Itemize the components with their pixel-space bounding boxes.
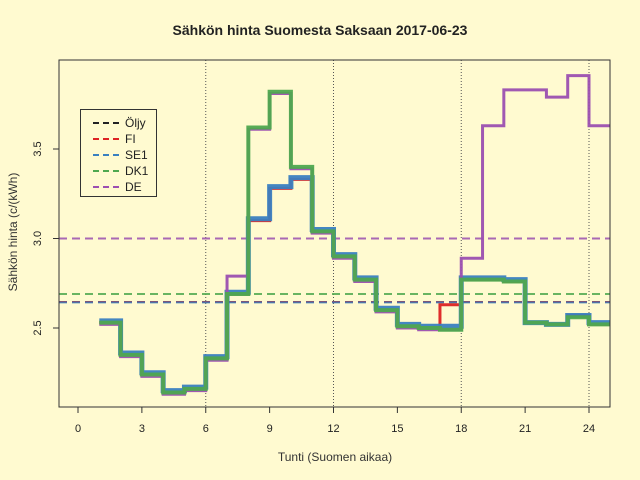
legend-label: FI <box>125 132 136 146</box>
x-tick-label: 18 <box>455 423 467 435</box>
legend-label: SE1 <box>125 148 148 162</box>
chart-legend: Öljy FI SE1 DK1 DE <box>80 109 157 197</box>
legend-swatch <box>93 122 119 124</box>
y-tick-label: 3.5 <box>32 141 44 156</box>
legend-item-oljy: Öljy <box>81 116 156 130</box>
legend-item-se1: SE1 <box>81 148 156 162</box>
legend-item-dk1: DK1 <box>81 164 156 178</box>
x-tick-label: 24 <box>583 423 595 435</box>
legend-label: Öljy <box>125 116 146 130</box>
x-tick-label: 12 <box>327 423 339 435</box>
y-tick-label: 3.0 <box>32 231 44 246</box>
legend-swatch <box>93 154 119 156</box>
x-tick-label: 6 <box>203 423 209 435</box>
legend-swatch <box>93 186 119 188</box>
plot-frame <box>58 59 611 408</box>
series-dk1 <box>99 89 611 395</box>
legend-swatch <box>93 138 119 140</box>
x-axis-label: Tunti (Suomen aikaa) <box>277 450 393 464</box>
legend-label: DK1 <box>125 164 149 178</box>
chart-title: Sähkön hinta Suomesta Saksaan 2017-06-23 <box>172 22 468 38</box>
legend-label: DE <box>125 180 142 194</box>
legend-item-de: DE <box>81 180 156 194</box>
x-tick-label: 3 <box>139 423 145 435</box>
y-tick-label: 2.5 <box>32 320 44 335</box>
x-tick-label: 21 <box>519 423 531 435</box>
y-axis-label: Sähkön hinta (c/(kWh) <box>6 172 20 292</box>
series-se1 <box>99 175 611 394</box>
series-fi <box>99 177 611 394</box>
x-tick-label: 15 <box>391 423 403 435</box>
legend-item-fi: FI <box>81 132 156 146</box>
series-de <box>99 74 611 396</box>
legend-swatch <box>93 170 119 172</box>
x-tick-label: 0 <box>75 423 81 435</box>
x-tick-label: 9 <box>267 423 273 435</box>
